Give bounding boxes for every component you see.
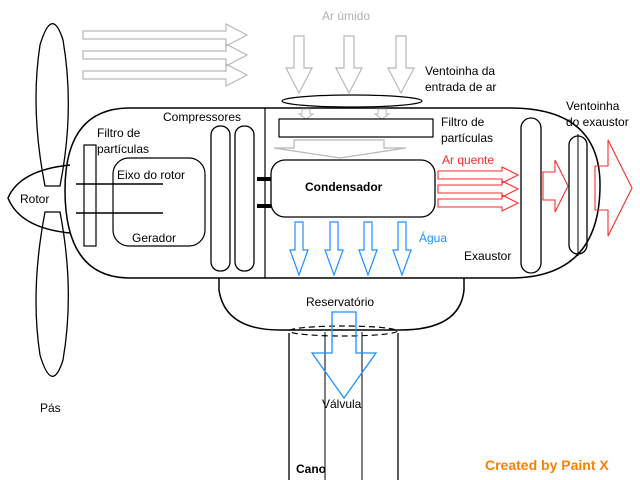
label-reservatorio: Reservatório	[306, 295, 374, 309]
label-eixo: Eixo do rotor	[117, 168, 185, 182]
exhaust-arrow-mid	[542, 159, 569, 213]
air-arrow-1	[82, 23, 249, 47]
moist-air-arrow-3	[387, 35, 415, 95]
compressor-2	[234, 125, 255, 272]
credit-text: Created by Paint X	[485, 457, 609, 473]
label-condensador: Condensador	[305, 180, 383, 194]
moist-air-arrows	[285, 35, 415, 95]
particle-filter-right	[278, 118, 434, 138]
small-air-arrows	[297, 108, 391, 120]
exhaust-fan-1	[520, 117, 542, 274]
label-ventoinha-entrada-1: Ventoinha da	[425, 64, 495, 78]
label-ventoinha-exaustor-2: do exaustor	[566, 115, 629, 129]
label-filtro-dir-1: Filtro de	[441, 115, 485, 129]
exhaust-arrow-out	[594, 139, 633, 237]
water-arrows	[289, 221, 412, 277]
reservoir	[218, 278, 465, 331]
label-filtro-esq-2: partículas	[97, 142, 149, 156]
label-ar-umido: Ar úmido	[322, 9, 370, 23]
hot-air-arrow-1	[437, 166, 520, 184]
compressor-1	[210, 125, 231, 272]
label-ventoinha-exaustor-1: Ventoinha	[566, 99, 620, 113]
blade-bottom	[35, 211, 69, 377]
air-arrow-2	[82, 43, 249, 67]
intake-fan	[281, 94, 423, 108]
label-filtro-dir-2: partículas	[441, 131, 493, 145]
generator	[112, 157, 206, 247]
particle-filter-left	[83, 144, 97, 247]
hot-air-arrows	[437, 139, 633, 237]
label-filtro-esq-1: Filtro de	[97, 126, 141, 140]
connector-top	[257, 177, 271, 181]
label-exaustor: Exaustor	[464, 249, 511, 263]
label-ventoinha-entrada-2: entrada de ar	[425, 80, 496, 94]
hot-air-arrow-2	[437, 180, 520, 198]
moist-air-arrow-1	[285, 35, 313, 95]
water-arrow-2	[324, 221, 344, 277]
label-agua: Água	[419, 230, 447, 245]
label-compressores: Compressores	[163, 110, 241, 124]
air-arrow-3	[82, 63, 249, 87]
label-ar-quente: Ar quente	[442, 153, 494, 167]
label-gerador: Gerador	[132, 231, 176, 245]
label-cano: Cano	[296, 462, 326, 476]
label-rotor: Rotor	[20, 192, 49, 206]
label-valvula: Válvula	[322, 397, 362, 411]
label-pas: Pás	[40, 401, 61, 415]
moist-air-arrow-2	[335, 35, 363, 95]
blade-top	[35, 23, 69, 187]
water-arrow-3	[358, 221, 378, 277]
condenser	[270, 159, 436, 218]
rotor-hub	[7, 164, 71, 234]
water-arrow-1	[289, 221, 309, 277]
pipe-opening	[288, 325, 398, 337]
water-arrow-pipe	[310, 311, 378, 400]
connector-bottom	[257, 204, 271, 208]
nacelle-body	[64, 107, 601, 279]
filtered-air-arrow	[273, 139, 407, 159]
hot-air-arrow-3	[437, 194, 520, 212]
incoming-air-arrows	[82, 23, 249, 87]
water-arrow-4	[392, 221, 412, 277]
